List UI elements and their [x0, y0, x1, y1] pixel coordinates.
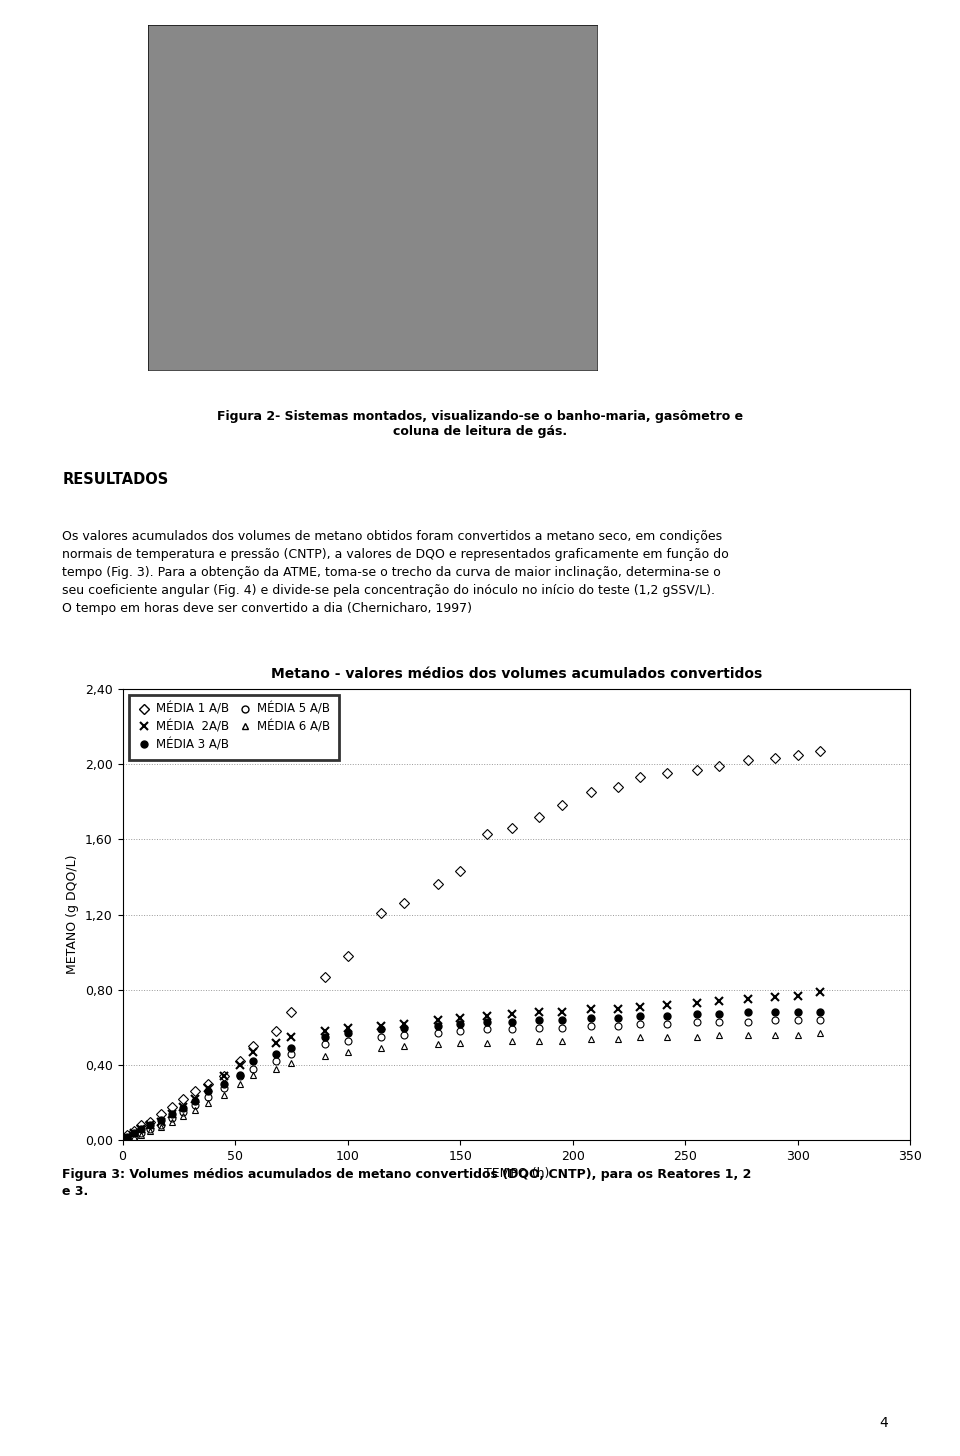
Y-axis label: METANO (g DQO/L): METANO (g DQO/L)	[66, 855, 80, 974]
Text: Os valores acumulados dos volumes de metano obtidos foram convertidos a metano s: Os valores acumulados dos volumes de met…	[62, 530, 723, 543]
Text: tempo (Fig. 3). Para a obtenção da ATME, toma-se o trecho da curva de maior incl: tempo (Fig. 3). Para a obtenção da ATME,…	[62, 566, 721, 579]
Text: Figura 3: Volumes médios acumulados de metano convertidos (DQO, CNTP), para os R: Figura 3: Volumes médios acumulados de m…	[62, 1168, 752, 1181]
Legend: MÉDIA 1 A/B, MÉDIA  2A/B, MÉDIA 3 A/B, MÉDIA 5 A/B, MÉDIA 6 A/B: MÉDIA 1 A/B, MÉDIA 2A/B, MÉDIA 3 A/B, MÉ…	[129, 695, 339, 760]
Text: seu coeficiente angular (Fig. 4) e divide-se pela concentração do inóculo no iní: seu coeficiente angular (Fig. 4) e divid…	[62, 584, 715, 597]
Text: e 3.: e 3.	[62, 1185, 88, 1198]
Text: O tempo em horas deve ser convertido a dia (Chernicharo, 1997): O tempo em horas deve ser convertido a d…	[62, 601, 472, 614]
Text: Figura 2- Sistemas montados, visualizando-se o banho-maria, gasômetro e
coluna d: Figura 2- Sistemas montados, visualizand…	[217, 411, 743, 438]
X-axis label: TEMPO (h): TEMPO (h)	[484, 1168, 549, 1181]
Title: Metano - valores médios dos volumes acumulados convertidos: Metano - valores médios dos volumes acum…	[271, 667, 762, 680]
Text: RESULTADOS: RESULTADOS	[62, 472, 169, 486]
Text: 4: 4	[878, 1415, 888, 1430]
Text: normais de temperatura e pressão (CNTP), a valores de DQO e representados grafic: normais de temperatura e pressão (CNTP),…	[62, 547, 730, 561]
